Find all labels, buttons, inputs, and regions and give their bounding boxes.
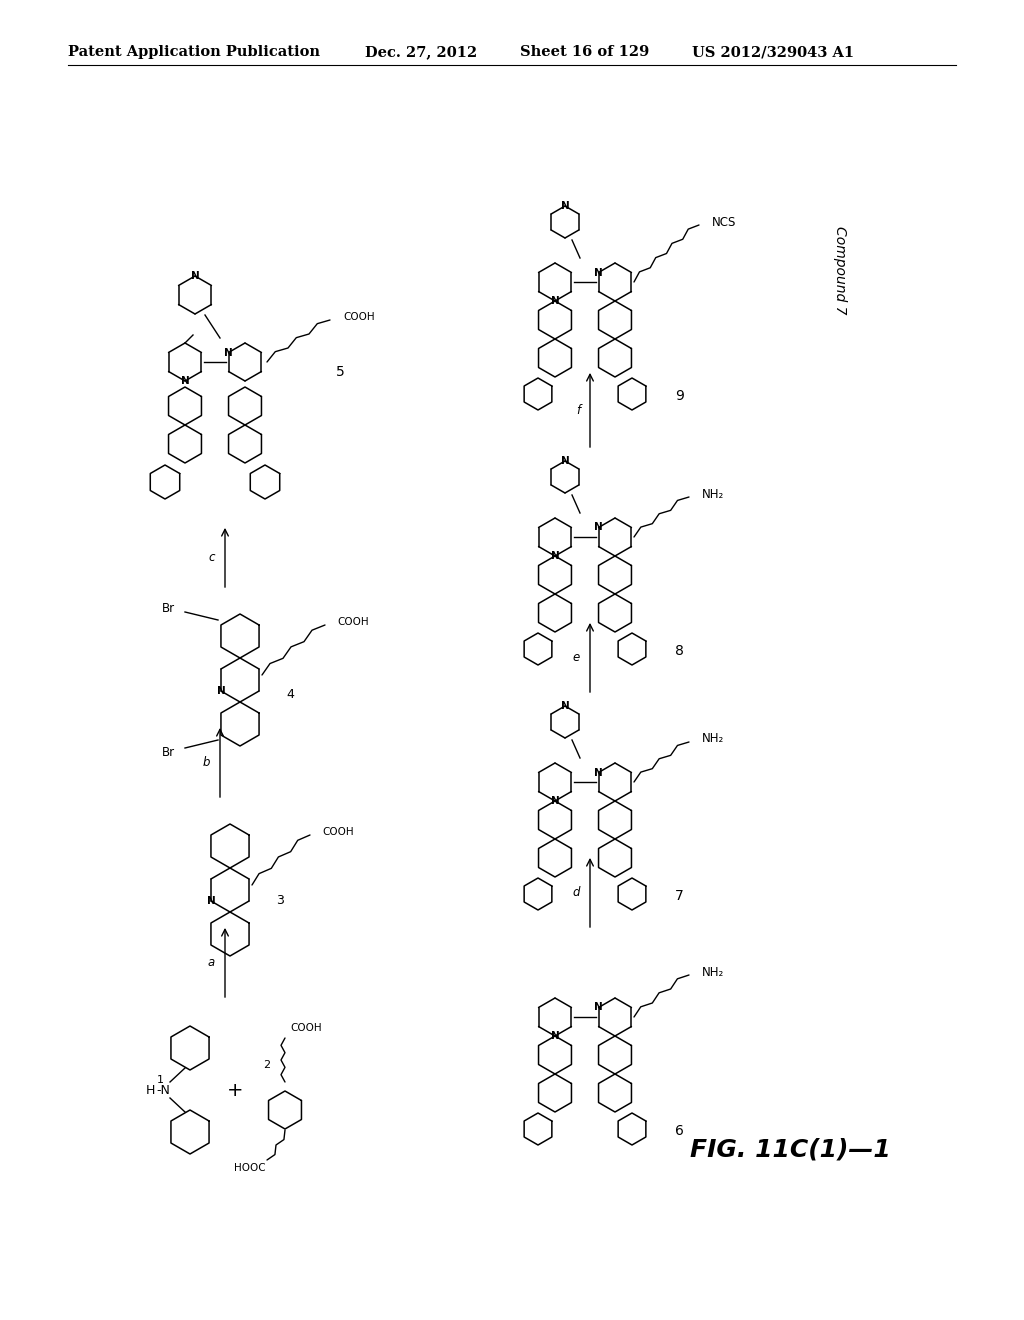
Text: COOH: COOH — [337, 616, 369, 627]
Text: COOH: COOH — [322, 828, 353, 837]
Text: Dec. 27, 2012: Dec. 27, 2012 — [365, 45, 477, 59]
Text: 4: 4 — [286, 689, 294, 701]
Text: N: N — [594, 268, 603, 277]
Text: N: N — [560, 201, 569, 211]
Text: 1: 1 — [157, 1074, 164, 1085]
Text: +: + — [226, 1081, 244, 1100]
Text: 5: 5 — [336, 366, 344, 379]
Text: US 2012/329043 A1: US 2012/329043 A1 — [692, 45, 854, 59]
Text: NH₂: NH₂ — [702, 733, 724, 746]
Text: Compound 7: Compound 7 — [833, 226, 847, 314]
Text: d: d — [572, 886, 580, 899]
Text: Br: Br — [162, 602, 174, 615]
Text: N: N — [560, 701, 569, 711]
Text: HOOC: HOOC — [234, 1163, 266, 1173]
Text: NCS: NCS — [712, 215, 736, 228]
Text: 7: 7 — [675, 888, 684, 903]
Text: 3: 3 — [276, 894, 284, 907]
Text: 6: 6 — [675, 1125, 684, 1138]
Text: a: a — [208, 956, 215, 969]
Text: NH₂: NH₂ — [702, 965, 724, 978]
Text: f: f — [575, 404, 580, 417]
Text: N: N — [560, 455, 569, 466]
Text: N: N — [551, 1031, 559, 1041]
Text: FIG. 11C(1)—1: FIG. 11C(1)—1 — [689, 1138, 891, 1162]
Text: N: N — [180, 376, 189, 385]
Text: NH₂: NH₂ — [702, 487, 724, 500]
Text: Patent Application Publication: Patent Application Publication — [68, 45, 319, 59]
Text: N: N — [551, 796, 559, 807]
Text: N: N — [551, 296, 559, 306]
Text: 8: 8 — [675, 644, 684, 657]
Text: H: H — [145, 1084, 155, 1097]
Text: N: N — [216, 686, 225, 696]
Text: Br: Br — [162, 746, 174, 759]
Text: c: c — [209, 550, 215, 564]
Text: b: b — [203, 756, 210, 770]
Text: N: N — [594, 523, 603, 532]
Text: N: N — [207, 896, 215, 906]
Text: e: e — [572, 651, 580, 664]
Text: N: N — [551, 550, 559, 561]
Text: 9: 9 — [675, 389, 684, 403]
Text: N: N — [594, 1002, 603, 1012]
Text: COOH: COOH — [290, 1023, 322, 1034]
Text: N: N — [594, 767, 603, 777]
Text: 2: 2 — [263, 1060, 270, 1071]
Text: -N: -N — [156, 1084, 170, 1097]
Text: N: N — [224, 347, 232, 358]
Text: Sheet 16 of 129: Sheet 16 of 129 — [520, 45, 649, 59]
Text: COOH: COOH — [343, 312, 375, 322]
Text: N: N — [190, 271, 200, 281]
